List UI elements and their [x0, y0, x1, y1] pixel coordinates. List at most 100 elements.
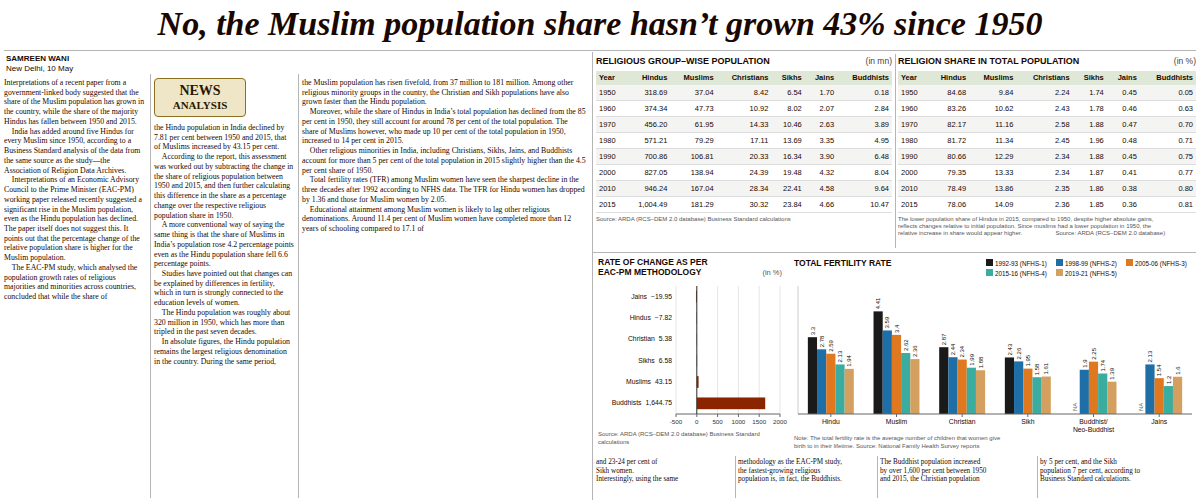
column-header: Buddhists [1140, 71, 1196, 85]
legend-swatch [986, 259, 993, 266]
table-cell: 81.72 [928, 133, 969, 149]
table-cell: 0.18 [837, 85, 892, 101]
table-cell: 0.81 [1140, 197, 1196, 213]
table-cell: 4.95 [837, 133, 892, 149]
table-unit: (in %) [1174, 56, 1196, 66]
table-cell: 20.33 [717, 149, 772, 165]
bottom-divider [1037, 456, 1038, 498]
data-label: NA [1138, 403, 1144, 411]
data-label: 1,644.75 [646, 399, 673, 406]
column-header: Year [898, 71, 928, 85]
bar [1155, 378, 1164, 414]
table-cell: 79.29 [670, 133, 716, 149]
bar [967, 368, 976, 414]
category-label: Sikhs6.58 [638, 356, 672, 363]
table-cell: 13.86 [969, 181, 1016, 197]
legend: 1992-93 (NFHS-1)1998-99 (NFHS-2)2005-06 … [986, 259, 1187, 278]
data-label: 2.13 [1147, 350, 1153, 362]
table-cell: 61.95 [670, 117, 716, 133]
table-cell: 1980 [596, 133, 625, 149]
table: YearHindusMuslimsChristiansSikhsJainsBud… [596, 71, 892, 213]
data-label: 3.59 [885, 316, 891, 328]
table-row: 2000827.05138.9424.3919.484.328.04 [596, 165, 892, 181]
table-cell: 106.81 [670, 149, 716, 165]
table-cell: 946.24 [625, 181, 670, 197]
category-label: Hindus−7.82 [630, 314, 673, 321]
grid-line [696, 286, 697, 414]
table-cell: 2.43 [1016, 101, 1072, 117]
tick-label: Jains [1151, 418, 1167, 425]
data-label: 1.9 [1082, 359, 1088, 368]
bar [901, 353, 910, 414]
x-axis [798, 414, 1192, 415]
category-name: Sikhs [638, 356, 655, 363]
data-label: 2.78 [819, 335, 825, 347]
tick-label: Christian [949, 418, 976, 425]
table-row: 1970456.2061.9514.3310.462.633.89 [596, 117, 892, 133]
table-row: 20151,004.49181.2930.3223.844.6610.47 [596, 197, 892, 213]
data-label: 1.2 [1166, 375, 1172, 384]
table-row: 195084.689.842.241.740.450.05 [898, 85, 1196, 101]
table-row: 201078.4913.862.351.860.380.80 [898, 181, 1196, 197]
table-unit: (in mn) [866, 56, 892, 66]
table-row: 1960374.3447.7310.928.022.072.84 [596, 101, 892, 117]
tick-label-line: Sikh [1021, 418, 1034, 425]
table-cell: 14.33 [717, 117, 772, 133]
tick-label: -500 [670, 418, 683, 425]
table-panel: RELIGION SHARE IN TOTAL POPULATION (in %)… [898, 56, 1196, 238]
table-cell: 2000 [898, 165, 928, 181]
table-cell: 47.73 [670, 101, 716, 117]
data-label: −19.95 [651, 292, 672, 299]
data-label: NA [1072, 403, 1078, 411]
table-cell: 9.84 [969, 85, 1016, 101]
chart-source: Source: ARDA (RCS–DEM 2.0 database) Busi… [598, 431, 760, 445]
data-label: 3.3 [810, 326, 816, 335]
tick-mark [1093, 414, 1094, 417]
table-divider [895, 54, 896, 248]
table-cell: 80.66 [928, 149, 969, 165]
table-cell: 1.70 [805, 85, 837, 101]
tick-mark [896, 414, 897, 417]
table-cell: 1960 [898, 101, 928, 117]
column-header: Jains [805, 71, 837, 85]
tick-label-line: Hindu [822, 418, 840, 425]
table-cell: 0.71 [1140, 133, 1196, 149]
text-column: the Muslim population has risen fivefold… [302, 78, 586, 234]
text-column: Interpretations of a recent paper from a… [4, 78, 146, 302]
bar [1042, 377, 1051, 414]
table-cell: 78.49 [928, 181, 969, 197]
table-cell: 17.11 [717, 133, 772, 149]
table-cell: 2010 [596, 181, 625, 197]
bar [948, 357, 957, 414]
category-label: Jains−19.95 [631, 292, 672, 299]
section-divider [592, 52, 593, 500]
table-cell: 10.46 [771, 117, 804, 133]
table-cell: 2.35 [1016, 181, 1072, 197]
bar [1098, 374, 1107, 414]
legend-swatch [986, 269, 993, 276]
column-divider [298, 74, 299, 498]
table-title: RELIGION SHARE IN TOTAL POPULATION [898, 56, 1079, 66]
bars [808, 311, 1182, 414]
table-cell: 12.29 [969, 149, 1016, 165]
column-header: Buddhists [837, 71, 892, 85]
table-cell: 2.34 [1016, 149, 1072, 165]
table-row: 2010946.24167.0428.3422.414.589.64 [596, 181, 892, 197]
category-label: Muslims43.15 [626, 378, 672, 385]
bar [976, 370, 985, 414]
table-cell: 78.06 [928, 197, 969, 213]
data-label: 2.59 [828, 339, 834, 351]
table-heading: RELIGION SHARE IN TOTAL POPULATION (in %) [898, 56, 1196, 68]
data-label: 1.6 [1175, 366, 1181, 375]
table-row: 200079.3513.332.341.870.410.77 [898, 165, 1196, 181]
table-cell: 2.58 [1016, 117, 1072, 133]
table-cell: 3.90 [805, 149, 837, 165]
tick-label: 2000 [773, 418, 787, 425]
table-cell: 0.48 [1107, 133, 1140, 149]
table-cell: 1.96 [1073, 133, 1107, 149]
table-row: 1980571.2179.2917.1113.693.354.95 [596, 133, 892, 149]
table-cell: 8.02 [771, 101, 804, 117]
table-cell: 10.47 [837, 197, 892, 213]
table-cell: 2.24 [1016, 85, 1072, 101]
data-label: 2.62 [903, 339, 909, 351]
